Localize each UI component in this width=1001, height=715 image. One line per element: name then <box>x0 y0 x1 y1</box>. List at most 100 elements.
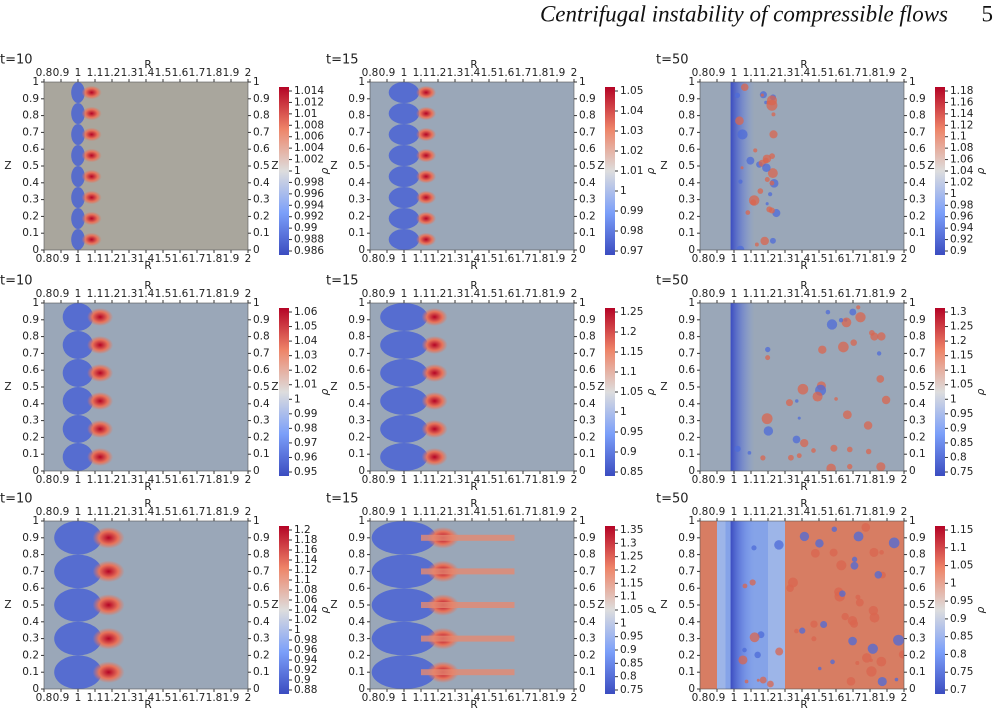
low-density-lobe <box>380 415 428 443</box>
field <box>44 82 248 250</box>
y-axis-label: Z <box>660 160 667 172</box>
colorbar <box>279 308 289 476</box>
eddy <box>749 632 760 643</box>
y-tick-label: 0.6 <box>253 364 270 376</box>
y-tick-label: 1 <box>688 297 695 309</box>
x-tick-label: 1.4 <box>138 474 155 486</box>
colorbar-tick-label: 1.008 <box>294 119 324 131</box>
x-axis-label: R <box>144 498 151 510</box>
x-tick-label: 1.8 <box>862 288 879 300</box>
colorbar-tick-label: 1.02 <box>294 364 317 376</box>
x-tick-label: 0.9 <box>379 474 396 486</box>
x-tick-label: 1.7 <box>845 288 862 300</box>
y-tick-label: 0.8 <box>579 331 596 343</box>
eddy <box>853 531 864 542</box>
time-label: t=15 <box>326 274 359 289</box>
x-tick-label: 1.4 <box>464 692 481 704</box>
x-tick-label: 1.8 <box>206 253 223 265</box>
x-tick-label: 1.5 <box>481 67 498 79</box>
eddy <box>834 397 838 401</box>
x-tick-label: 1.4 <box>138 67 155 79</box>
eddy <box>881 395 891 405</box>
high-density-blob <box>416 232 437 247</box>
colorbar <box>279 526 289 694</box>
eddy <box>811 448 816 453</box>
high-density-blob <box>421 364 448 382</box>
eddy <box>877 332 886 341</box>
high-density-blob <box>416 85 437 100</box>
x-tick-label: 1.3 <box>777 67 794 79</box>
colorbar-tick-label: 0.96 <box>294 644 318 656</box>
time-label: t=10 <box>0 492 33 507</box>
x-tick-label: 2 <box>901 474 908 486</box>
x-axis-label: R <box>470 481 477 493</box>
y-tick-label: 0.3 <box>678 194 695 206</box>
eddy <box>856 305 861 310</box>
y-axis-label: Z <box>597 599 604 611</box>
panel: t=100.80.80.90.9111.11.11.21.21.31.31.41… <box>0 492 331 712</box>
y-tick-label: 0.8 <box>348 331 365 343</box>
eddy <box>818 666 822 671</box>
y-tick-label: 1 <box>32 76 39 88</box>
y-tick-label: 0.6 <box>678 364 695 376</box>
x-tick-label: 1.7 <box>189 474 206 486</box>
eddy <box>850 561 859 570</box>
x-tick-label: 0.8 <box>36 506 53 518</box>
y-tick-label: 0.6 <box>22 582 39 594</box>
y-tick-label: 0.1 <box>909 227 926 239</box>
low-density-lobe <box>380 387 428 415</box>
low-density-lobe <box>62 331 94 359</box>
y-axis-label: Z <box>597 160 604 172</box>
x-tick-label: 0.8 <box>362 474 379 486</box>
x-tick-label: 1.5 <box>155 692 172 704</box>
high-density-blob <box>92 661 125 683</box>
colorbar-tick-label: 1.05 <box>294 321 317 333</box>
eddy <box>847 463 853 470</box>
colorbar-tick-label: 1.012 <box>294 96 324 108</box>
high-density-blob <box>416 127 437 142</box>
x-tick-label: 1.6 <box>172 474 189 486</box>
eddy <box>838 341 849 353</box>
x-tick-label: 1.7 <box>845 506 862 518</box>
y-tick-label: 0.2 <box>253 210 270 222</box>
x-tick-label: 1.2 <box>430 474 447 486</box>
x-tick-label: 1.8 <box>862 67 879 79</box>
low-density-lobe <box>380 359 428 387</box>
y-tick-label: 0.2 <box>22 210 39 222</box>
x-tick-label: 1.1 <box>743 474 760 486</box>
x-axis-label: R <box>800 280 807 292</box>
y-tick-label: 0.5 <box>579 160 596 172</box>
y-tick-label: 0.8 <box>22 549 39 561</box>
colorbar <box>605 87 615 255</box>
eddy <box>830 444 838 452</box>
y-tick-label: 0.5 <box>909 160 926 172</box>
x-axis-label: R <box>144 260 151 272</box>
eddy <box>767 168 778 179</box>
colorbar-tick-label: 1.25 <box>620 551 643 563</box>
y-tick-label: 0.4 <box>678 398 695 410</box>
eddy <box>742 583 748 589</box>
high-density-blob <box>81 148 102 163</box>
y-tick-label: 0.5 <box>909 599 926 611</box>
x-tick-label: 1.9 <box>879 692 896 704</box>
y-tick-label: 0.2 <box>909 649 926 661</box>
y-tick-label: 0.1 <box>22 666 39 678</box>
y-axis-label: Z <box>330 160 337 172</box>
x-axis-label: R <box>800 260 807 272</box>
colorbar-tick-label: 0.94 <box>950 222 974 234</box>
eddy <box>876 375 885 383</box>
y-tick-label: 0.5 <box>22 160 39 172</box>
colorbar-tick-label: 0.99 <box>620 205 643 217</box>
x-tick-label: 1.8 <box>862 474 879 486</box>
y-tick-label: 0.1 <box>909 666 926 678</box>
x-tick-label: 1.2 <box>104 692 121 704</box>
x-tick-label: 1.3 <box>121 506 138 518</box>
y-tick-label: 0 <box>32 683 39 695</box>
y-tick-label: 0.4 <box>909 616 926 628</box>
x-tick-label: 1.1 <box>413 506 430 518</box>
colorbar-tick-label: 1.08 <box>294 584 317 596</box>
x-tick-label: 2 <box>901 253 908 265</box>
x-tick-label: 1.5 <box>811 506 828 518</box>
colorbar-tick-label: 0.988 <box>294 234 324 246</box>
eddy <box>829 548 838 557</box>
